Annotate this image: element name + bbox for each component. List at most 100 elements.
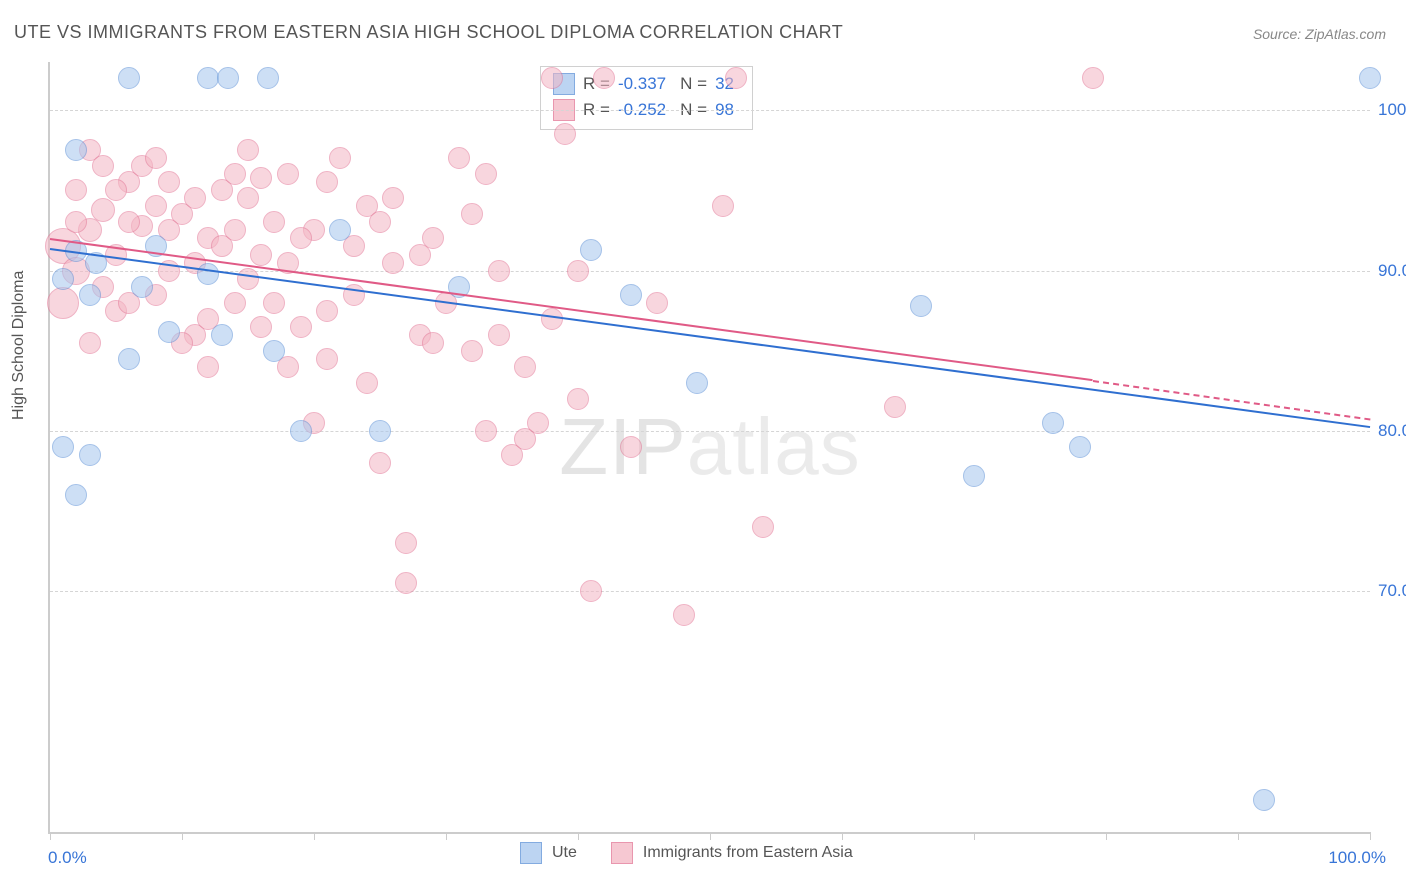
data-point-ute xyxy=(1042,412,1064,434)
data-point-imm xyxy=(369,452,391,474)
data-point-imm xyxy=(105,179,127,201)
data-point-imm xyxy=(145,147,167,169)
data-point-ute xyxy=(963,465,985,487)
data-point-ute xyxy=(1359,67,1381,89)
data-point-ute xyxy=(580,239,602,261)
data-point-imm xyxy=(65,211,87,233)
data-point-imm xyxy=(475,420,497,442)
data-point-imm xyxy=(620,436,642,458)
data-point-imm xyxy=(65,179,87,201)
data-point-imm xyxy=(329,147,351,169)
data-point-imm xyxy=(237,268,259,290)
data-point-imm xyxy=(316,171,338,193)
x-tick xyxy=(182,832,183,840)
data-point-imm xyxy=(263,292,285,314)
x-tick xyxy=(1106,832,1107,840)
data-point-ute xyxy=(52,268,74,290)
data-point-imm xyxy=(145,195,167,217)
data-point-ute xyxy=(79,444,101,466)
data-point-imm xyxy=(488,260,510,282)
data-point-ute xyxy=(65,484,87,506)
legend-swatch-ute xyxy=(520,842,542,864)
data-point-imm xyxy=(475,163,497,185)
data-point-imm xyxy=(277,163,299,185)
data-point-imm xyxy=(422,332,444,354)
plot-area: ZIPatlas R = -0.337 N = 32 R = -0.252 N … xyxy=(48,62,1370,834)
data-point-ute xyxy=(620,284,642,306)
data-point-ute xyxy=(52,436,74,458)
data-point-imm xyxy=(712,195,734,217)
legend-label-imm: Immigrants from Eastern Asia xyxy=(643,844,853,862)
watermark: ZIPatlas xyxy=(559,401,860,493)
data-point-ute xyxy=(263,340,285,362)
data-point-ute xyxy=(910,295,932,317)
data-point-imm xyxy=(673,604,695,626)
x-tick xyxy=(1370,832,1371,840)
data-point-ute xyxy=(257,67,279,89)
data-point-imm xyxy=(541,67,563,89)
data-point-imm xyxy=(290,227,312,249)
data-point-ute xyxy=(158,321,180,343)
data-point-imm xyxy=(224,219,246,241)
data-point-imm xyxy=(514,356,536,378)
data-point-imm xyxy=(237,187,259,209)
y-tick-label: 90.0% xyxy=(1378,261,1406,281)
data-point-imm xyxy=(395,532,417,554)
x-tick xyxy=(314,832,315,840)
data-point-imm xyxy=(316,348,338,370)
data-point-imm xyxy=(488,324,510,346)
x-tick xyxy=(578,832,579,840)
data-point-imm xyxy=(1082,67,1104,89)
data-point-imm xyxy=(514,428,536,450)
data-point-ute xyxy=(197,263,219,285)
data-point-imm xyxy=(79,332,101,354)
gridline xyxy=(50,431,1370,432)
source-label: Source: ZipAtlas.com xyxy=(1253,26,1386,42)
data-point-ute xyxy=(290,420,312,442)
data-point-ute xyxy=(197,67,219,89)
data-point-imm xyxy=(382,187,404,209)
x-tick xyxy=(710,832,711,840)
data-point-imm xyxy=(224,163,246,185)
data-point-imm xyxy=(884,396,906,418)
data-point-ute xyxy=(118,348,140,370)
data-point-imm xyxy=(343,284,365,306)
data-point-imm xyxy=(725,67,747,89)
data-point-imm xyxy=(461,340,483,362)
y-tick-label: 70.0% xyxy=(1378,581,1406,601)
x-tick xyxy=(446,832,447,840)
data-point-imm xyxy=(356,372,378,394)
data-point-ute xyxy=(329,219,351,241)
bottom-legend: Ute Immigrants from Eastern Asia xyxy=(520,842,853,864)
data-point-ute xyxy=(217,67,239,89)
data-point-ute xyxy=(686,372,708,394)
data-point-imm xyxy=(567,388,589,410)
y-tick-label: 80.0% xyxy=(1378,421,1406,441)
data-point-imm xyxy=(448,147,470,169)
watermark-thin: atlas xyxy=(687,402,861,491)
data-point-ute xyxy=(1253,789,1275,811)
data-point-imm xyxy=(250,244,272,266)
x-tick xyxy=(974,832,975,840)
data-point-imm xyxy=(752,516,774,538)
data-point-ute xyxy=(211,324,233,346)
x-tick xyxy=(842,832,843,840)
data-point-imm xyxy=(646,292,668,314)
data-point-imm xyxy=(184,187,206,209)
r-value-ute: -0.337 xyxy=(618,71,666,97)
legend-label-ute: Ute xyxy=(552,844,577,862)
data-point-ute xyxy=(65,139,87,161)
data-point-ute xyxy=(1069,436,1091,458)
data-point-imm xyxy=(237,139,259,161)
stats-box: R = -0.337 N = 32 R = -0.252 N = 98 xyxy=(540,66,753,130)
data-point-imm xyxy=(580,580,602,602)
y-axis-title: High School Diploma xyxy=(10,271,28,420)
data-point-ute xyxy=(131,276,153,298)
data-point-imm xyxy=(316,300,338,322)
data-point-imm xyxy=(250,167,272,189)
gridline xyxy=(50,591,1370,592)
data-point-imm xyxy=(197,356,219,378)
stats-row-ute: R = -0.337 N = 32 xyxy=(553,71,740,97)
data-point-imm xyxy=(395,572,417,594)
data-point-imm xyxy=(91,198,115,222)
